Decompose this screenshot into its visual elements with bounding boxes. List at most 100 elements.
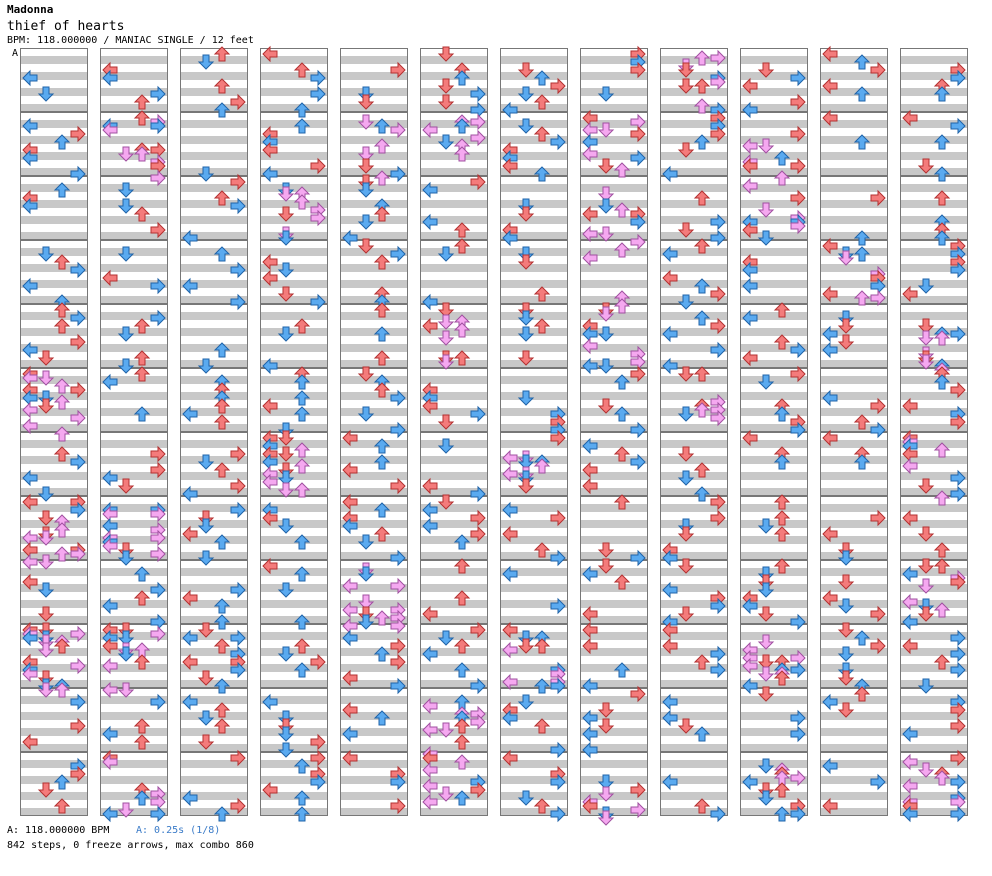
beat-band: [740, 152, 808, 160]
beat-band: [420, 200, 488, 208]
beat-band: [100, 248, 168, 256]
beat-band: [820, 600, 888, 608]
beat-band: [180, 696, 248, 704]
step-arrow-right: [150, 221, 166, 239]
step-arrow-down: [757, 518, 775, 534]
beat-band: [420, 280, 488, 288]
beat-band: [900, 408, 968, 416]
beat-band: [660, 264, 728, 272]
beat-band: [20, 72, 88, 80]
step-arrow-right: [790, 661, 806, 679]
step-arrow-down: [677, 558, 695, 574]
step-arrow-left: [502, 101, 518, 119]
step-arrow-left: [742, 597, 758, 615]
beat-band: [500, 392, 568, 400]
beat-band: [900, 616, 968, 624]
measure-border: [740, 176, 808, 240]
beat-band: [740, 600, 808, 608]
beat-band: [180, 712, 248, 720]
step-arrow-down: [277, 742, 295, 758]
beat-band: [420, 248, 488, 256]
step-arrow-down: [277, 326, 295, 342]
step-arrow-left: [262, 509, 278, 527]
step-arrow-up: [613, 162, 631, 178]
measure-border: [20, 752, 88, 816]
beat-band: [340, 392, 408, 400]
beat-band: [100, 744, 168, 752]
step-arrow-down: [277, 186, 295, 202]
step-arrow-down: [117, 802, 135, 818]
step-arrow-left: [742, 309, 758, 327]
measure-border: [820, 432, 888, 496]
step-arrow-down: [117, 682, 135, 698]
measure-border: [260, 560, 328, 624]
beat-band: [740, 296, 808, 304]
step-arrow-down: [37, 642, 55, 658]
measure-border: [500, 752, 568, 816]
step-arrow-left: [582, 249, 598, 267]
beat-band: [820, 680, 888, 688]
step-arrow-left: [22, 341, 38, 359]
beat-band: [820, 760, 888, 768]
measure-border: [20, 496, 88, 560]
step-arrow-right: [470, 509, 486, 527]
step-arrow-left: [422, 213, 438, 231]
step-arrow-right: [390, 677, 406, 695]
step-arrow-up: [373, 526, 391, 542]
beat-band: [180, 680, 248, 688]
step-arrow-right: [950, 381, 966, 399]
beat-band: [340, 296, 408, 304]
beat-band: [900, 632, 968, 640]
measure-border: [260, 240, 328, 304]
step-arrow-right: [790, 189, 806, 207]
beat-band: [340, 680, 408, 688]
beat-band: [740, 792, 808, 800]
step-arrow-up: [773, 510, 791, 526]
beat-band: [180, 72, 248, 80]
step-arrow-up: [853, 290, 871, 306]
step-arrow-up: [613, 202, 631, 218]
measure-border: [660, 112, 728, 176]
beat-band: [900, 376, 968, 384]
step-arrow-up: [453, 222, 471, 238]
beat-band: [820, 648, 888, 656]
step-arrow-right: [310, 209, 326, 227]
step-arrow-right: [230, 629, 246, 647]
step-arrow-down: [597, 86, 615, 102]
beat-band: [500, 792, 568, 800]
step-arrow-up: [293, 534, 311, 550]
step-arrow-right: [70, 309, 86, 327]
step-arrow-down: [357, 114, 375, 130]
beat-band: [580, 456, 648, 464]
measure-border: [180, 368, 248, 432]
step-arrow-left: [22, 573, 38, 591]
beat-band: [900, 152, 968, 160]
step-arrow-right: [790, 217, 806, 235]
step-arrow-right: [550, 429, 566, 447]
step-arrow-up: [853, 230, 871, 246]
step-arrow-left: [662, 637, 678, 655]
beat-band: [260, 520, 328, 528]
step-arrow-up: [213, 102, 231, 118]
beat-band: [740, 280, 808, 288]
beat-band: [580, 104, 648, 112]
beat-band: [420, 72, 488, 80]
beat-band: [660, 632, 728, 640]
step-arrow-left: [582, 565, 598, 583]
measure-border: [500, 48, 568, 112]
beat-band: [900, 520, 968, 528]
step-arrow-down: [597, 398, 615, 414]
step-arrow-left: [502, 449, 518, 467]
step-arrow-left: [262, 357, 278, 375]
beat-band: [100, 168, 168, 176]
beat-band: [180, 312, 248, 320]
beat-band: [500, 280, 568, 288]
beat-band: [580, 408, 648, 416]
beat-band: [260, 808, 328, 816]
measure-border: [180, 688, 248, 752]
step-arrow-up: [213, 806, 231, 822]
step-arrow-left: [102, 637, 118, 655]
beat-band: [660, 536, 728, 544]
measure-border: [740, 688, 808, 752]
